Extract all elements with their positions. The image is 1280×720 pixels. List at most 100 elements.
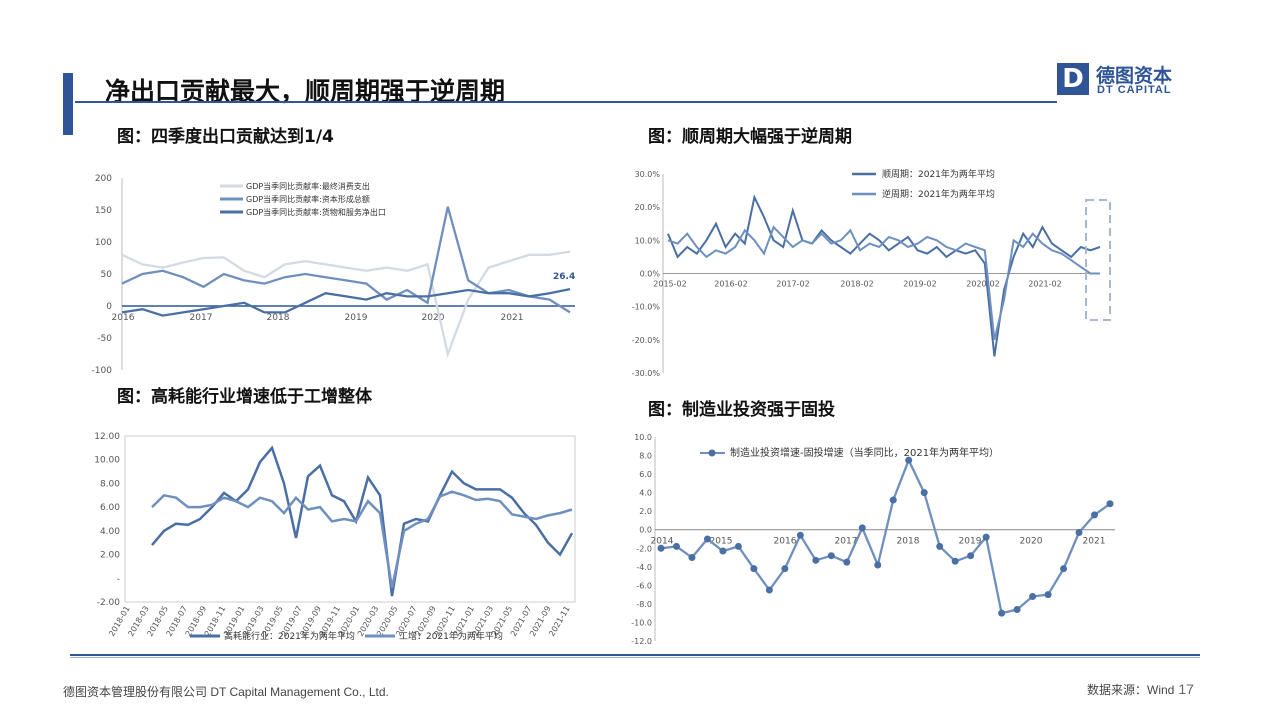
highlight-box: [1085, 199, 1111, 321]
x-tick-label: 2021: [501, 313, 524, 323]
x-tick-label: 2021: [1083, 537, 1106, 547]
footer-company: 德图资本管理股份有限公司 DT Capital Management Co., …: [63, 685, 389, 699]
x-tick-label: 2018: [267, 313, 290, 323]
y-tick-label: -12.0: [631, 637, 652, 646]
data-point: [905, 456, 913, 464]
data-point: [858, 524, 866, 532]
footer-divider: [70, 654, 1200, 656]
data-point: [765, 586, 773, 594]
caption-chart-1: 图：四季度出口贡献达到1/4: [117, 127, 334, 147]
legend-label-3: GDP当季同比贡献率:货物和服务净出口: [246, 207, 386, 217]
chart-gdp-contribution: 200 150 100 50 0 -50 -100 2016 2017 2018 2019 2020 2…: [92, 174, 576, 376]
page-number: 17: [1178, 681, 1194, 697]
logo-mark-icon: D: [1057, 63, 1089, 95]
data-point: [1060, 565, 1068, 573]
data-point: [889, 496, 897, 504]
data-point: [796, 531, 804, 539]
y-tick-label: 0: [106, 302, 112, 312]
chart-energy-intensive-industry: 12.0010.008.006.004.002.00--2.002018-012…: [94, 432, 576, 642]
data-point: [1029, 592, 1037, 600]
y-tick-label: 2.0: [639, 507, 652, 516]
chart-manufacturing-investment: 10.0 8.0 6.0 4.0 2.0 0.0 -2.0 -4.0 -6.0 -8.0 -10.0…: [631, 433, 1115, 646]
x-tick-label: 2019: [959, 537, 982, 547]
y-tick-label: 8.0: [639, 452, 652, 461]
data-point: [734, 542, 742, 550]
legend-label-2: 工增：2021年为两年平均: [399, 630, 503, 642]
y-tick-label: 6.0: [639, 470, 652, 479]
y-tick-label: -10.0: [631, 618, 652, 627]
x-tick-label: 2017: [835, 537, 858, 547]
data-point: [1075, 529, 1083, 537]
y-tick-label: 4.0: [639, 489, 652, 498]
y-tick-label: 0.0%: [640, 270, 661, 279]
y-tick-label: 200: [95, 174, 112, 184]
y-tick-label: -50: [97, 334, 112, 344]
y-tick-label: -30.0%: [632, 369, 661, 378]
data-point: [703, 535, 711, 543]
x-tick-label: 2016: [774, 537, 797, 547]
y-tick-label: -20.0%: [632, 336, 661, 345]
data-point: [982, 533, 990, 541]
data-point: [1013, 605, 1021, 613]
series-line-3: [121, 287, 571, 317]
caption-chart-4: 图：制造业投资强于固投: [648, 400, 835, 420]
legend-marker-1: [708, 449, 716, 457]
chart-pro-vs-counter-cyclical: 30.0% 20.0% 10.0% 0.0% -10.0% -20.0% -30.0% 201…: [632, 168, 1111, 378]
x-tick-label: 2014: [651, 537, 674, 547]
y-tick-label: -10.0%: [632, 303, 661, 312]
data-point: [936, 542, 944, 550]
y-tick-label: 4.00: [100, 527, 120, 537]
legend-label-1: 制造业投资增速-固投增速（当季同比，2021年为两年平均）: [730, 446, 999, 459]
caption-chart-2: 图：顺周期大幅强于逆周期: [648, 127, 852, 147]
y-tick-label: -2.00: [97, 598, 121, 608]
x-tick-label: 2015-02: [653, 280, 686, 289]
x-tick-label: 2019-02: [903, 280, 936, 289]
data-point: [750, 565, 758, 573]
plot-area-frame: [124, 435, 576, 603]
legend-label-1: 高耗能行业：2021年为两年平均: [224, 630, 355, 642]
logo-chinese-name: 德图资本: [1096, 65, 1173, 87]
x-tick-label: 2019: [345, 313, 368, 323]
data-point: [1044, 591, 1052, 599]
legend-label-2: GDP当季同比贡献率:资本形成总额: [246, 194, 370, 204]
y-tick-label: 12.00: [94, 432, 120, 442]
x-tick-label: 2017-02: [776, 280, 809, 289]
x-tick-label: 2020-02: [966, 280, 999, 289]
y-tick-label: 100: [95, 238, 112, 248]
data-point: [967, 552, 975, 560]
y-tick-label: -4.0: [636, 563, 652, 572]
y-tick-label: -: [117, 574, 120, 584]
series-line-1: [667, 194, 1101, 357]
series-line-2: [151, 490, 573, 589]
y-tick-label: 8.00: [100, 479, 120, 489]
y-tick-label: 2.00: [100, 551, 120, 561]
legend-label-1: GDP当季同比贡献率:最终消费支出: [246, 181, 370, 191]
y-tick-label: 20.0%: [635, 203, 661, 212]
data-point: [920, 489, 928, 497]
y-tick-label: 50: [101, 270, 113, 280]
data-point: [812, 556, 820, 564]
data-point: [998, 609, 1006, 617]
data-point: [672, 542, 680, 550]
y-tick-label: -8.0: [636, 600, 652, 609]
logo-english-name: DT CAPITAL: [1097, 84, 1172, 96]
y-tick-label: 0.0: [639, 526, 652, 535]
x-tick-label: 2020: [422, 313, 445, 323]
caption-chart-3: 图：高耗能行业增速低于工增整体: [117, 387, 372, 407]
data-label-last: 26.4: [553, 272, 575, 282]
footer-source: 数据来源：Wind 17: [1087, 681, 1194, 698]
y-tick-label: 10.00: [94, 456, 120, 466]
y-tick-label: 150: [95, 206, 112, 216]
data-point: [874, 561, 882, 569]
x-tick-label: 2017: [190, 313, 213, 323]
x-tick-label: 2016-02: [714, 280, 747, 289]
title-accent-bar: [63, 73, 73, 135]
y-tick-label: 6.00: [100, 503, 120, 513]
y-tick-label: -2.0: [636, 544, 652, 553]
legend-label-2: 逆周期：2021年为两年平均: [882, 188, 995, 200]
data-point: [1091, 511, 1099, 519]
x-tick-label: 2020: [1020, 537, 1043, 547]
x-tick-label: 2018-02: [840, 280, 873, 289]
data-point: [719, 547, 727, 555]
y-tick-label: 10.0: [634, 433, 652, 442]
